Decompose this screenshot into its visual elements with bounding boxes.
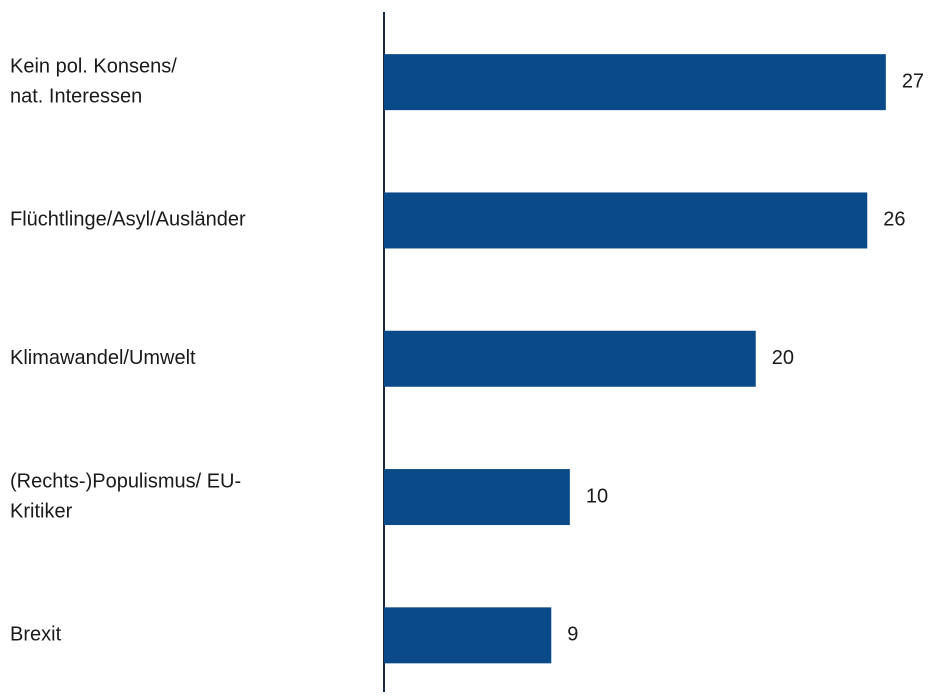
value-label: 20 (772, 347, 794, 369)
category-label: Klimawandel/Umwelt (10, 347, 196, 369)
bar (384, 607, 552, 664)
value-label: 26 (883, 209, 905, 231)
bar (384, 330, 756, 387)
bar (384, 192, 868, 249)
category-label: (Rechts-)Populismus/ EU- (10, 470, 241, 492)
value-label: 9 (567, 624, 578, 646)
category-label: Brexit (10, 624, 62, 646)
bar (384, 469, 570, 526)
category-label: Flüchtlinge/Asyl/Ausländer (10, 209, 246, 231)
bar (384, 54, 886, 111)
category-label: nat. Interessen (10, 85, 142, 107)
value-label: 10 (586, 485, 608, 507)
category-label: Kritiker (10, 500, 73, 522)
value-label: 27 (902, 70, 924, 92)
category-label: Kein pol. Konsens/ (10, 55, 177, 77)
